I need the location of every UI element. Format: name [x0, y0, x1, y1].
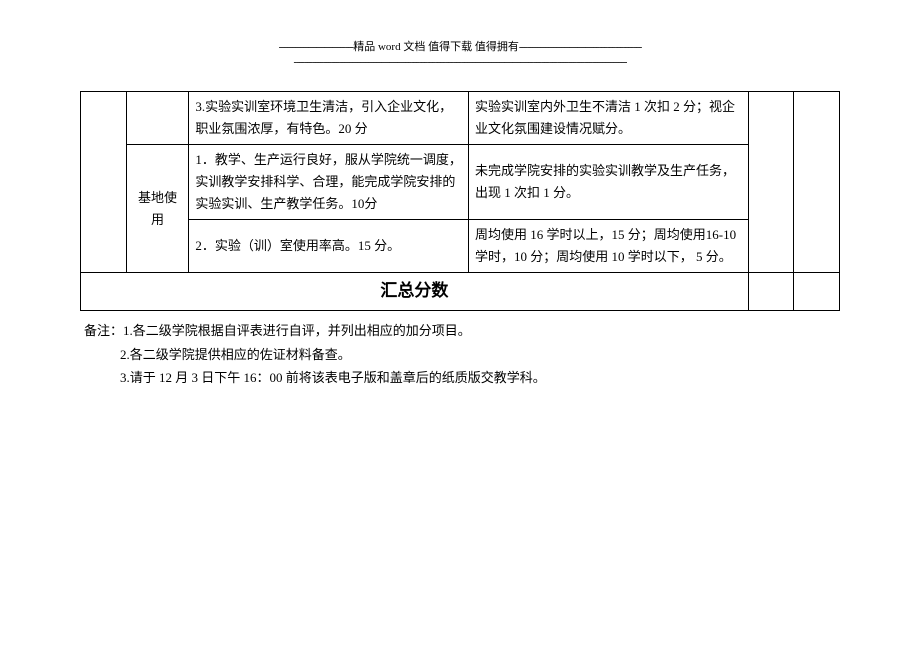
note-line-1: 备注：1.各二级学院根据自评表进行自评，并列出相应的加分项目。: [84, 319, 840, 342]
note-line-3: 3.请于 12 月 3 日下午 16：00 前将该表电子版和盖章后的纸质版交教学…: [84, 366, 840, 389]
notes-section: 备注：1.各二级学院根据自评表进行自评，并列出相应的加分项目。 2.各二级学院提…: [80, 319, 840, 389]
header-title: 精品 word 文档 值得下载 值得拥有: [353, 41, 519, 53]
header-underline: ----------------------------------------…: [294, 56, 627, 68]
summary-label: 汇总分数: [81, 273, 749, 311]
table-row: 3.实验实训室环境卫生清洁，引入企业文化，职业氛围浓厚，有特色。20 分 实验实…: [81, 91, 840, 144]
cell-scoring: 未完成学院安排的实验实训教学及生产任务，出现 1 次扣 1 分。: [469, 144, 749, 219]
cell-scoring: 周均使用 16 学时以上，15 分；周均使用16-10 学时，10 分；周均使用…: [469, 220, 749, 273]
table-row: 2．实验（训）室使用率高。15 分。 周均使用 16 学时以上，15 分；周均使…: [81, 220, 840, 273]
header-dash-left: ----------------------------: [279, 41, 354, 53]
summary-score-b: [794, 273, 840, 311]
cell-category-empty: [126, 91, 189, 144]
cell-criteria: 1．教学、生产运行良好，服从学院统一调度，实训教学安排科学、合理，能完成学院安排…: [189, 144, 469, 219]
cell-group-a: [81, 91, 127, 273]
note-line-2: 2.各二级学院提供相应的佐证材料备查。: [84, 343, 840, 366]
evaluation-table: 3.实验实训室环境卫生清洁，引入企业文化，职业氛围浓厚，有特色。20 分 实验实…: [80, 91, 840, 312]
cell-criteria: 2．实验（训）室使用率高。15 分。: [189, 220, 469, 273]
summary-score-a: [748, 273, 794, 311]
cell-score-a: [748, 91, 794, 273]
document-header: ----------------------------精品 word 文档 值…: [80, 40, 840, 71]
cell-score-b: [794, 91, 840, 273]
note-text: 1.各二级学院根据自评表进行自评，并列出相应的加分项目。: [123, 323, 471, 338]
summary-row: 汇总分数: [81, 273, 840, 311]
cell-category-label: 基地使用: [126, 144, 189, 272]
header-dash-right: ----------------------------------------…: [519, 41, 642, 53]
table-row: 基地使用 1．教学、生产运行良好，服从学院统一调度，实训教学安排科学、合理，能完…: [81, 144, 840, 219]
cell-scoring: 实验实训室内外卫生不清洁 1 次扣 2 分；视企业文化氛围建设情况赋分。: [469, 91, 749, 144]
note-prefix: 备注：: [84, 323, 123, 338]
cell-criteria: 3.实验实训室环境卫生清洁，引入企业文化，职业氛围浓厚，有特色。20 分: [189, 91, 469, 144]
